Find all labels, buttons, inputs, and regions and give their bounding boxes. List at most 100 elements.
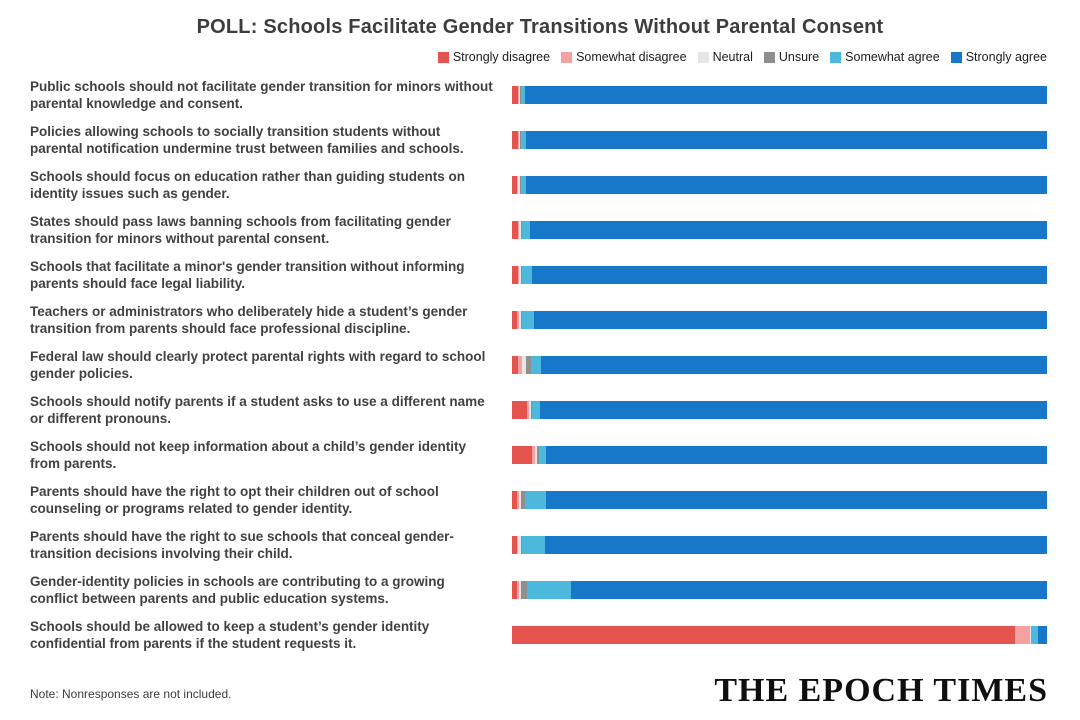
bar-segment-somewhat-disagree	[516, 580, 519, 599]
stacked-bar	[512, 175, 1047, 194]
poll-row: Schools should be allowed to keep a stud…	[0, 612, 1080, 657]
bar-segment-unsure	[520, 310, 522, 329]
poll-row: Parents should have the right to opt the…	[0, 477, 1080, 522]
bar-segment-unsure	[521, 580, 527, 599]
legend-label: Neutral	[712, 50, 753, 64]
stacked-bar	[512, 220, 1047, 239]
poll-statement: Schools should be allowed to keep a stud…	[30, 618, 430, 651]
bar-segment-somewhat-disagree	[517, 265, 520, 284]
bar-segment-somewhat-disagree	[532, 445, 535, 464]
bar-segment-unsure	[530, 400, 532, 419]
bar-segment-strongly-agree	[525, 175, 1047, 194]
bar-segment-unsure	[520, 535, 522, 554]
poll-row: Teachers or administrators who deliberat…	[0, 297, 1080, 342]
stacked-bar	[512, 535, 1047, 554]
bar-segment-somewhat-agree	[521, 535, 545, 554]
poll-statement: Policies allowing schools to socially tr…	[30, 123, 464, 156]
legend-item: Unsure	[763, 50, 819, 64]
bar-segment-somewhat-agree	[520, 130, 526, 149]
stacked-bar	[512, 265, 1047, 284]
bar-segment-strongly-disagree	[512, 490, 517, 509]
bar-segment-somewhat-agree	[526, 580, 572, 599]
stacked-bar	[512, 445, 1047, 464]
bar-segment-somewhat-agree	[524, 490, 547, 509]
bar-segment-neutral	[522, 355, 527, 374]
bar-segment-somewhat-disagree	[516, 490, 519, 509]
legend-item: Neutral	[697, 50, 753, 64]
bar-segment-strongly-disagree	[512, 355, 518, 374]
bar-segment-somewhat-agree	[531, 400, 540, 419]
poll-statement: Parents should have the right to opt the…	[30, 483, 439, 516]
poll-statement: States should pass laws banning schools …	[30, 213, 451, 246]
poll-row: Public schools should not facilitate gen…	[0, 72, 1080, 117]
page-title: POLL: Schools Facilitate Gender Transiti…	[196, 16, 884, 38]
poll-row: Parents should have the right to sue sch…	[0, 522, 1080, 567]
legend-label: Strongly agree	[965, 50, 1047, 64]
bar-segment-neutral	[528, 400, 531, 419]
bar-segment-strongly-disagree	[512, 535, 517, 554]
chart-rows: Public schools should not facilitate gen…	[0, 72, 1080, 657]
legend-item: Strongly disagree	[437, 50, 551, 64]
bar-segment-somewhat-agree	[520, 85, 525, 104]
footnote: Note: Nonresponses are not included.	[30, 687, 232, 701]
poll-row: Policies allowing schools to socially tr…	[0, 117, 1080, 162]
stacked-bar	[512, 625, 1047, 644]
legend-item: Somewhat disagree	[561, 50, 687, 64]
bar-segment-somewhat-disagree	[517, 130, 519, 149]
epoch-times-logo: THE EPOCH TIMES	[714, 672, 1048, 709]
chart-legend: Strongly disagree Somewhat disagree Neut…	[0, 49, 1047, 65]
bar-segment-unsure	[536, 445, 539, 464]
bar-segment-strongly-disagree	[512, 625, 1015, 644]
legend-swatch-strongly-disagree	[437, 51, 449, 63]
bar-segment-somewhat-agree	[538, 445, 546, 464]
bar-segment-somewhat-agree	[1031, 625, 1039, 644]
legend-swatch-unsure	[763, 51, 775, 63]
bar-segment-neutral	[519, 220, 522, 239]
stacked-bar	[512, 310, 1047, 329]
bar-segment-strongly-agree	[540, 355, 1047, 374]
bar-segment-somewhat-agree	[521, 265, 532, 284]
bar-segment-neutral	[1029, 625, 1031, 644]
bar-segment-neutral	[518, 175, 520, 194]
poll-row: Federal law should clearly protect paren…	[0, 342, 1080, 387]
bar-segment-unsure	[520, 130, 521, 149]
stacked-bar	[512, 130, 1047, 149]
bar-segment-somewhat-disagree	[516, 535, 519, 554]
poll-statement: Public schools should not facilitate gen…	[30, 78, 493, 111]
bar-segment-unsure	[520, 265, 522, 284]
legend-item: Strongly agree	[950, 50, 1047, 64]
bar-segment-strongly-disagree	[512, 265, 518, 284]
bar-segment-somewhat-disagree	[517, 85, 519, 104]
poll-row: States should pass laws banning schools …	[0, 207, 1080, 252]
bar-segment-strongly-agree	[546, 490, 1047, 509]
bar-segment-strongly-disagree	[512, 130, 518, 149]
bar-segment-unsure	[520, 175, 521, 194]
poll-row: Schools that facilitate a minor's gender…	[0, 252, 1080, 297]
bar-segment-somewhat-agree	[522, 220, 531, 239]
bar-segment-neutral	[518, 85, 520, 104]
poll-row: Schools should notify parents if a stude…	[0, 387, 1080, 432]
poll-statement: Federal law should clearly protect paren…	[30, 348, 486, 381]
poll-row: Schools should not keep information abou…	[0, 432, 1080, 477]
legend-swatch-somewhat-agree	[830, 51, 842, 63]
poll-statement: Parents should have the right to sue sch…	[30, 528, 454, 561]
bar-segment-neutral	[518, 130, 520, 149]
bar-segment-somewhat-disagree	[517, 220, 520, 239]
bar-segment-somewhat-disagree	[517, 310, 519, 329]
legend-label: Somewhat disagree	[576, 50, 687, 64]
bar-segment-unsure	[526, 355, 531, 374]
stacked-bar	[512, 85, 1047, 104]
bar-segment-unsure	[521, 490, 525, 509]
bar-segment-somewhat-agree	[530, 355, 541, 374]
footer: Note: Nonresponses are not included. THE…	[30, 672, 1048, 710]
bar-segment-somewhat-disagree	[526, 400, 529, 419]
bar-segment-neutral	[518, 310, 521, 329]
bar-segment-strongly-disagree	[512, 220, 518, 239]
poll-statement: Schools that facilitate a minor's gender…	[30, 258, 465, 291]
bar-segment-strongly-agree	[1038, 625, 1047, 644]
bar-segment-strongly-disagree	[512, 85, 518, 104]
legend-label: Strongly disagree	[452, 50, 551, 64]
bar-segment-strongly-disagree	[512, 445, 533, 464]
bar-segment-strongly-disagree	[512, 175, 518, 194]
